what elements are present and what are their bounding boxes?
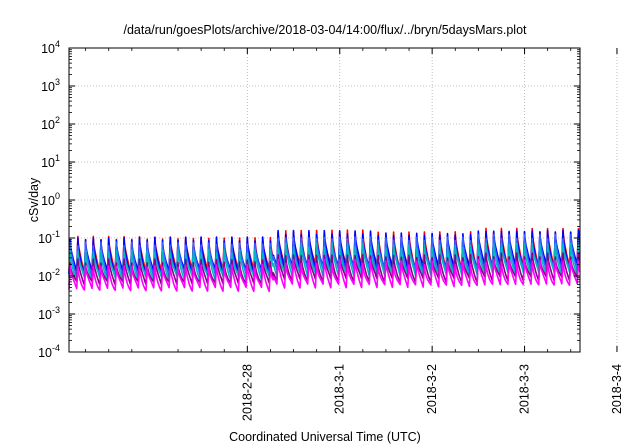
grid (69, 48, 618, 352)
x-axis-label: Coordinated Universal Time (UTC) (229, 430, 421, 444)
x-tick-label: 2018-2-28 (240, 364, 254, 421)
chart-title: /data/run/goesPlots/archive/2018-03-04/1… (123, 23, 527, 37)
axes: 10-4 10-3 10-2 10-1 100 101 102 103 104 2018-2-28… (38, 39, 624, 421)
y-tick-label: 103 (41, 77, 60, 94)
x-tick-label: 2018-3-3 (518, 364, 532, 414)
plot-lines (68, 227, 581, 293)
y-tick-label: 104 (41, 39, 60, 56)
series-line-6 (68, 258, 581, 293)
y-tick-label: 100 (41, 191, 60, 208)
y-tick-label: 10-2 (38, 267, 60, 284)
y-axis-label: cSv/day (27, 177, 41, 222)
x-tick-label: 2018-3-2 (425, 364, 439, 414)
y-tick-label: 10-3 (38, 305, 60, 322)
y-tick-label: 10-1 (38, 229, 60, 246)
x-tick-label: 2018-3-4 (610, 364, 624, 414)
x-tick-label: 2018-3-1 (333, 364, 347, 414)
y-tick-label: 101 (41, 153, 60, 170)
y-tick-label: 102 (41, 115, 60, 132)
plot-frame (68, 47, 581, 353)
y-tick-label: 10-4 (38, 343, 60, 360)
